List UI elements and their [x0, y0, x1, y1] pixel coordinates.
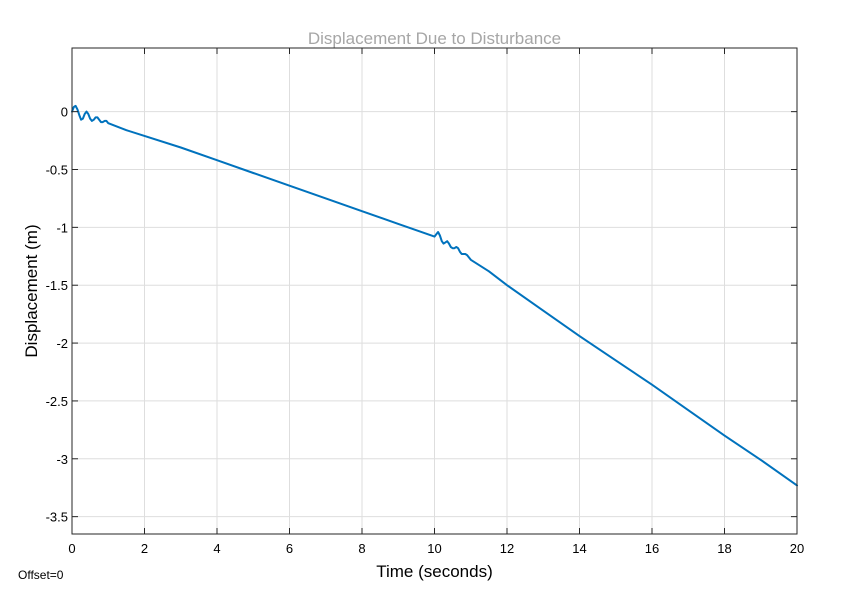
y-tick-label: -0.5 — [46, 163, 68, 178]
y-axis-label: Displacement (m) — [22, 224, 41, 357]
y-tick-label: -3 — [56, 452, 68, 467]
x-tick-label: 0 — [68, 541, 75, 556]
y-tick-labels: 0 -0.5 -1 -1.5 -2 -2.5 -3 -3.5 — [46, 105, 68, 525]
chart-title: Displacement Due to Disturbance — [308, 29, 561, 48]
tick-marks — [71, 48, 798, 534]
y-tick-label: -1.5 — [46, 278, 68, 293]
x-tick-labels: 0 2 4 6 8 10 12 14 16 18 20 — [68, 541, 804, 556]
y-tick-label: -2 — [56, 336, 68, 351]
x-tick-label: 18 — [717, 541, 731, 556]
y-tick-label: -3.5 — [46, 510, 68, 525]
offset-label: Offset=0 — [18, 568, 64, 582]
x-axis-label: Time (seconds) — [376, 562, 493, 581]
x-tick-label: 4 — [213, 541, 220, 556]
y-tick-label: 0 — [61, 105, 68, 120]
y-tick-label: -2.5 — [46, 394, 68, 409]
y-tick-label: -1 — [56, 220, 68, 235]
x-tick-label: 16 — [645, 541, 659, 556]
grid-lines — [71, 48, 798, 534]
series-layer — [71, 104, 798, 487]
x-tick-label: 12 — [500, 541, 514, 556]
x-tick-label: 6 — [286, 541, 293, 556]
x-tick-label: 20 — [790, 541, 804, 556]
series-line-0 — [71, 104, 798, 487]
x-tick-label: 14 — [572, 541, 586, 556]
x-tick-label: 8 — [358, 541, 365, 556]
x-tick-label: 2 — [141, 541, 148, 556]
x-tick-label: 10 — [427, 541, 441, 556]
